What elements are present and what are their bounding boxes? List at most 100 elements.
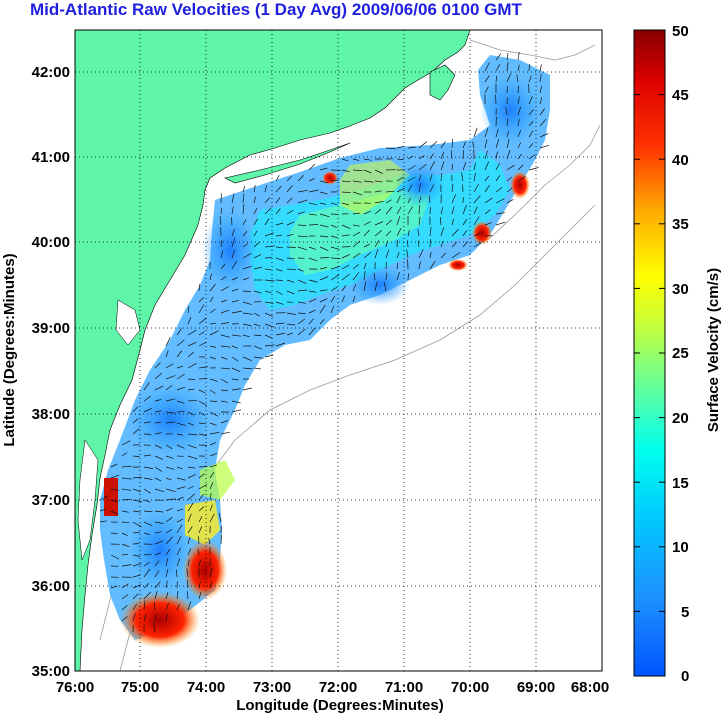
velocity-vector (132, 428, 140, 435)
velocity-vector (165, 363, 174, 369)
velocity-vector (208, 537, 211, 545)
velocity-vector (253, 207, 258, 215)
velocity-vector (505, 107, 508, 116)
y-axis-label: Latitude (Degrees:Minutes) (1, 253, 18, 446)
velocity-vector (308, 246, 316, 250)
velocity-vector (352, 212, 361, 215)
velocity-vector (154, 590, 158, 600)
velocity-vector (539, 108, 545, 116)
velocity-vector (297, 279, 307, 284)
velocity-vector (308, 224, 319, 226)
velocity-vector (383, 281, 387, 292)
map-title: Mid-Atlantic Raw Velocities (1 Day Avg) … (30, 0, 522, 19)
velocity-vector (517, 96, 520, 105)
velocity-vector (330, 274, 340, 281)
velocity-vector (319, 289, 328, 292)
x-tick-label: 70:00 (451, 679, 489, 696)
velocity-vector (176, 508, 184, 512)
velocity-vector (297, 301, 306, 304)
velocity-vector (187, 306, 190, 314)
velocity-vector (121, 616, 128, 622)
velocity-vector (539, 133, 549, 138)
velocity-vector (517, 64, 520, 72)
velocity-vector (264, 301, 274, 304)
velocity-vector (439, 217, 442, 226)
velocity-vector (154, 570, 160, 578)
velocity-vector (341, 202, 350, 206)
velocity-vector (484, 127, 489, 138)
velocity-vector (275, 268, 283, 272)
velocity-vector (407, 176, 416, 182)
velocity-vector (275, 246, 283, 249)
velocity-vector (209, 431, 220, 435)
velocity-vector (484, 62, 490, 72)
velocity-vector (198, 400, 207, 406)
velocity-vector (407, 155, 414, 160)
velocity-vector (308, 257, 318, 262)
velocity-vector (319, 276, 329, 281)
velocity-vector (198, 389, 206, 394)
colorbar: 0 5 10 15 20 25 30 35 40 45 50 Surface V… (633, 23, 722, 685)
velocity-vector (484, 150, 488, 160)
velocity-vector (231, 193, 235, 204)
velocity-vector (198, 581, 201, 589)
velocity-vector (506, 199, 514, 204)
velocity-vector (308, 309, 316, 314)
x-tick-label: 75:00 (121, 679, 159, 696)
velocity-vector (341, 169, 350, 172)
velocity-vector (363, 210, 371, 215)
velocity-vector (143, 395, 151, 402)
velocity-vector (451, 252, 461, 259)
velocity-vector (286, 246, 296, 248)
velocity-vector (429, 153, 434, 160)
velocity-vector (154, 614, 157, 622)
velocity-vector (253, 323, 261, 327)
velocity-vector (198, 304, 205, 314)
velocity-vector (462, 184, 464, 193)
velocity-vector (242, 265, 252, 270)
velocity-vector (297, 328, 306, 336)
velocity-vector (363, 221, 371, 226)
velocity-vector (264, 245, 275, 248)
velocity-vector (473, 232, 481, 237)
velocity-vector (275, 208, 281, 215)
velocity-vector (132, 554, 141, 557)
velocity-vector (132, 510, 141, 513)
velocity-vector (517, 176, 526, 182)
velocity-vector (407, 240, 409, 248)
velocity-vector (143, 510, 153, 513)
velocity-vector (176, 339, 185, 347)
velocity-vector (308, 327, 316, 336)
velocity-vector (209, 411, 219, 417)
velocity-vector (198, 473, 205, 479)
x-tick-label: 76:00 (56, 679, 94, 696)
velocity-vector (242, 219, 247, 226)
velocity-vector (484, 75, 490, 83)
velocity-vector (253, 196, 256, 204)
velocity-vector (319, 235, 329, 238)
velocity-vector (352, 252, 361, 259)
velocity-vector (374, 200, 384, 204)
velocity-vector (286, 176, 292, 182)
x-tick-label: 71:00 (385, 679, 423, 696)
velocity-vector (506, 72, 512, 83)
velocity-vector (121, 477, 132, 480)
low-speed-core (202, 210, 258, 290)
velocity-vector (275, 322, 285, 325)
velocity-vector (231, 249, 236, 259)
velocity-vector (319, 191, 328, 195)
high-speed-spot (448, 259, 468, 271)
velocity-vector (165, 477, 172, 481)
velocity-vector (253, 334, 262, 337)
velocity-vector (396, 195, 401, 204)
velocity-vector (220, 534, 222, 545)
velocity-vector (462, 230, 468, 237)
colorbar-tick-label: 10 (672, 539, 689, 556)
velocity-vector (209, 453, 218, 457)
velocity-vector (209, 378, 218, 382)
colorbar-tick-label: 30 (672, 281, 689, 298)
velocity-vector (242, 334, 250, 338)
velocity-vector (352, 272, 360, 281)
velocity-vector (286, 312, 296, 315)
